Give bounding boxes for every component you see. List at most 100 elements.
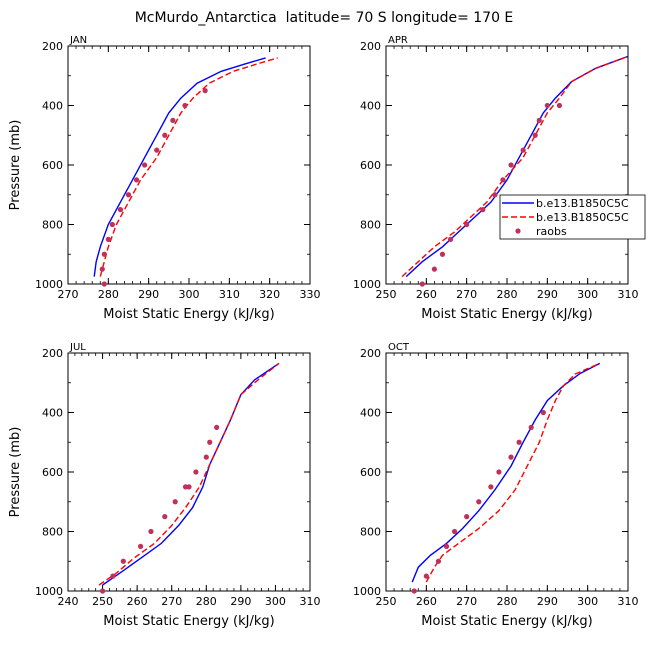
y-tick-label-jul: 600: [42, 466, 63, 479]
x-tick-label-jul: 270: [161, 595, 182, 608]
raobs-point-jan: [170, 117, 176, 123]
raobs-point-oct: [496, 469, 502, 475]
x-tick-label-apr: 260: [416, 288, 437, 301]
raobs-point-oct: [540, 409, 546, 416]
x-tick-label-jan: 330: [300, 288, 321, 301]
raobs-point-jan: [162, 132, 168, 138]
raobs-point-apr: [520, 147, 526, 153]
x-tick-label-oct: 270: [456, 595, 477, 608]
x-axis-title-jan: Moist Static Energy (kJ/kg): [103, 307, 274, 322]
y-tick-label-oct: 600: [360, 466, 381, 479]
raobs-point-apr: [544, 102, 550, 109]
y-tick-label-apr: 600: [360, 159, 381, 172]
x-tick-label-jan: 280: [98, 288, 119, 301]
raobs-point-jul: [207, 439, 213, 445]
raobs-point-jul: [110, 573, 116, 579]
raobs-point-jan: [142, 162, 148, 168]
panel-oct: OCT 250 260 270 280 290 300 310 200 400 600 800 1000…: [353, 342, 639, 629]
panel-apr: APR 250 260 270 280 290 300 310 200 400 600 800 1000…: [353, 35, 639, 322]
raobs-point-oct: [443, 543, 450, 549]
plot-frame-jan: [67, 45, 311, 285]
raobs-point-apr: [556, 102, 563, 109]
x-axis-title-oct: Moist Static Energy (kJ/kg): [421, 614, 592, 629]
raobs-point-oct: [451, 528, 458, 535]
y-axis-title-jan: Pressure (mb): [8, 120, 23, 211]
raobs-point-jan: [154, 147, 160, 153]
y-tick-label-jan: 200: [42, 40, 63, 53]
model2-line-jan: [99, 57, 278, 277]
x-tick-label-jan: 300: [179, 288, 200, 301]
x-tick-label-oct: 290: [537, 595, 558, 608]
x-tick-label-oct: 300: [577, 595, 598, 608]
raobs-point-apr: [480, 207, 486, 213]
raobs-point-apr: [447, 236, 454, 242]
model1-line-jan: [93, 57, 266, 277]
raobs-point-jul: [99, 588, 106, 594]
raobs-point-jan: [105, 236, 111, 242]
x-tick-label-jul: 250: [92, 595, 113, 608]
y-tick-label-jul: 200: [42, 347, 63, 360]
x-tick-label-jul: 310: [300, 595, 321, 608]
raobs-point-jan: [182, 102, 188, 109]
x-tick-label-jul: 240: [58, 595, 79, 608]
x-tick-label-jul: 290: [230, 595, 251, 608]
x-tick-label-apr: 310: [618, 288, 639, 301]
x-tick-label-oct: 250: [376, 595, 397, 608]
raobs-point-apr: [532, 132, 538, 138]
raobs-point-jul: [138, 543, 144, 549]
legend-swatch-raobs: [515, 228, 521, 234]
y-tick-label-oct: 1000: [353, 585, 381, 598]
raobs-point-jul: [120, 558, 126, 564]
raobs-point-jan: [99, 266, 105, 272]
y-tick-label-jul: 400: [42, 407, 63, 420]
panel-jul: JUL 240 250 260 270 280 290 300 310 200 400 600 800 1…: [8, 342, 321, 629]
raobs-point-apr: [464, 221, 470, 228]
y-tick-label-apr: 200: [360, 40, 381, 53]
raobs-point-jan: [133, 177, 140, 183]
panel-title-jul: JUL: [69, 342, 86, 353]
raobs-point-oct: [488, 484, 494, 490]
x-tick-label-apr: 270: [456, 288, 477, 301]
y-tick-label-apr: 1000: [353, 278, 381, 291]
x-tick-label-jul: 280: [196, 595, 217, 608]
y-tick-label-oct: 200: [360, 347, 381, 360]
x-axis-title-apr: Moist Static Energy (kJ/kg): [421, 307, 592, 322]
model1-line-jul: [102, 362, 280, 586]
plot-frame-apr: [385, 45, 629, 285]
raobs-point-jul: [203, 454, 209, 460]
x-tick-label-jul: 300: [265, 595, 286, 608]
y-axis-title-jul: Pressure (mb): [8, 427, 23, 518]
x-axis-title-jul: Moist Static Energy (kJ/kg): [103, 614, 274, 629]
x-tick-label-jan: 290: [138, 288, 159, 301]
x-tick-label-apr: 300: [577, 288, 598, 301]
x-tick-label-jan: 270: [58, 288, 79, 301]
raobs-point-jan: [101, 251, 107, 257]
legend-label: b.e13.B1850C5C: [536, 197, 629, 210]
model2-line-jul: [98, 362, 280, 586]
x-tick-label-apr: 280: [497, 288, 518, 301]
raobs-point-apr: [500, 177, 506, 183]
x-tick-label-oct: 310: [618, 595, 639, 608]
x-tick-label-apr: 290: [537, 288, 558, 301]
x-tick-label-jan: 320: [259, 288, 280, 301]
x-tick-label-apr: 250: [376, 288, 397, 301]
raobs-point-apr: [439, 251, 446, 257]
y-tick-label-oct: 400: [360, 407, 381, 420]
y-tick-label-oct: 800: [360, 526, 381, 539]
y-tick-label-jul: 1000: [35, 585, 63, 598]
raobs-point-oct: [476, 499, 482, 505]
chart-panels: JAN 270 280 290 300 310 320 330 200 400 600 800 1000…: [8, 35, 639, 629]
raobs-point-jan: [109, 221, 115, 228]
raobs-point-jul: [162, 514, 168, 520]
legend-label: b.e13.B1850C5C: [536, 211, 629, 224]
y-tick-label-jul: 800: [42, 526, 63, 539]
plot-frame-jul: [67, 352, 311, 592]
raobs-point-jul: [186, 484, 192, 490]
x-tick-label-jan: 310: [219, 288, 240, 301]
raobs-point-oct: [435, 558, 442, 564]
y-tick-label-jan: 800: [42, 219, 63, 232]
raobs-point-oct: [423, 573, 429, 579]
y-tick-label-apr: 800: [360, 219, 381, 232]
